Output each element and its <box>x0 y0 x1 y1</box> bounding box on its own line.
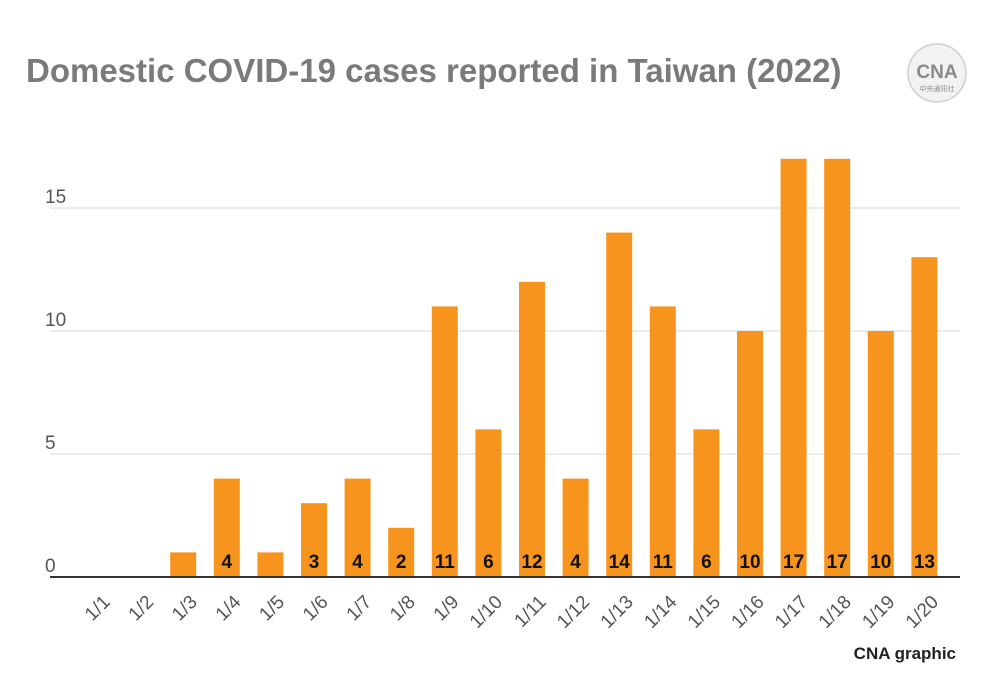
bar-1-3 <box>170 552 197 577</box>
x-tick-label: 1/3 <box>168 592 202 626</box>
credit-text: CNA graphic <box>853 644 956 663</box>
bar-1-13 <box>606 232 633 577</box>
data-label: 10 <box>739 552 760 573</box>
data-label: 11 <box>653 552 674 573</box>
x-tick-label: 1/12 <box>553 592 594 633</box>
x-tick-label: 1/20 <box>902 592 943 633</box>
x-tick-label: 1/13 <box>597 592 638 633</box>
bar-1-20 <box>911 257 938 577</box>
x-tick-label: 1/5 <box>255 592 289 626</box>
bar-1-4 <box>213 478 240 577</box>
data-label: 4 <box>352 552 363 573</box>
data-labels: 4 3 4 2 11 6 12 4 14 11 6 10 17 17 10 13 <box>222 552 935 573</box>
data-label: 10 <box>870 552 891 573</box>
x-tick-label: 1/19 <box>858 592 899 633</box>
data-label: 3 <box>309 552 320 573</box>
bar-1-11 <box>519 281 545 577</box>
x-tick-label: 1/10 <box>466 592 507 633</box>
x-tick-label: 1/17 <box>771 592 812 633</box>
data-label: 17 <box>783 552 804 573</box>
bar-1-14 <box>649 306 676 577</box>
y-tick-label: 10 <box>45 310 66 331</box>
x-tick-label: 1/1 <box>81 592 115 626</box>
data-label: 6 <box>483 552 494 573</box>
bar-1-10 <box>475 429 502 577</box>
x-tick-label: 1/2 <box>125 592 159 626</box>
chart-title: Domestic COVID-19 cases reported in Taiw… <box>26 52 842 89</box>
bar-1-5 <box>257 552 284 577</box>
bars <box>170 158 938 578</box>
bar-1-8 <box>388 527 415 577</box>
data-label: 14 <box>609 552 631 573</box>
x-tick-label: 1/4 <box>212 591 246 625</box>
x-tick-label: 1/16 <box>728 592 769 633</box>
bar-1-19 <box>867 331 894 577</box>
logo-text: CNA <box>916 62 957 83</box>
x-tick-label: 1/11 <box>511 592 551 632</box>
bar-1-16 <box>737 331 763 577</box>
x-tick-labels: 1/1 1/2 1/3 1/4 1/5 1/6 1/7 1/8 1/9 1/10 1/11 1/12 1… <box>81 591 943 632</box>
y-tick-labels: 0 5 10 15 <box>45 187 66 577</box>
cna-logo-icon: CNA 中央通訊社 <box>907 43 967 103</box>
y-tick-label: 5 <box>45 433 56 454</box>
data-label: 12 <box>521 552 542 573</box>
bar-1-15 <box>693 429 720 577</box>
bar-1-12 <box>562 478 589 577</box>
bar-1-17 <box>780 158 807 578</box>
data-label: 11 <box>435 552 456 573</box>
x-tick-label: 1/18 <box>815 592 856 633</box>
data-label: 2 <box>396 552 407 573</box>
data-label: 17 <box>827 552 848 573</box>
bar-1-7 <box>344 478 371 577</box>
y-tick-label: 15 <box>45 187 66 208</box>
bar-1-9 <box>431 306 458 577</box>
gridlines <box>50 207 960 455</box>
x-tick-label: 1/7 <box>343 592 377 626</box>
x-tick-label: 1/14 <box>640 591 681 632</box>
data-label: 6 <box>701 552 712 573</box>
logo-subtext: 中央通訊社 <box>920 84 955 93</box>
x-tick-label: 1/8 <box>386 592 420 626</box>
x-tick-label: 1/15 <box>684 592 725 633</box>
data-label: 4 <box>222 552 233 573</box>
y-tick-label: 0 <box>45 556 56 577</box>
bar-1-6 <box>301 503 327 577</box>
data-label: 13 <box>914 552 935 573</box>
x-tick-label: 1/9 <box>430 592 464 626</box>
bar-1-18 <box>824 158 851 578</box>
data-label: 4 <box>570 552 581 573</box>
x-tick-label: 1/6 <box>299 592 333 626</box>
